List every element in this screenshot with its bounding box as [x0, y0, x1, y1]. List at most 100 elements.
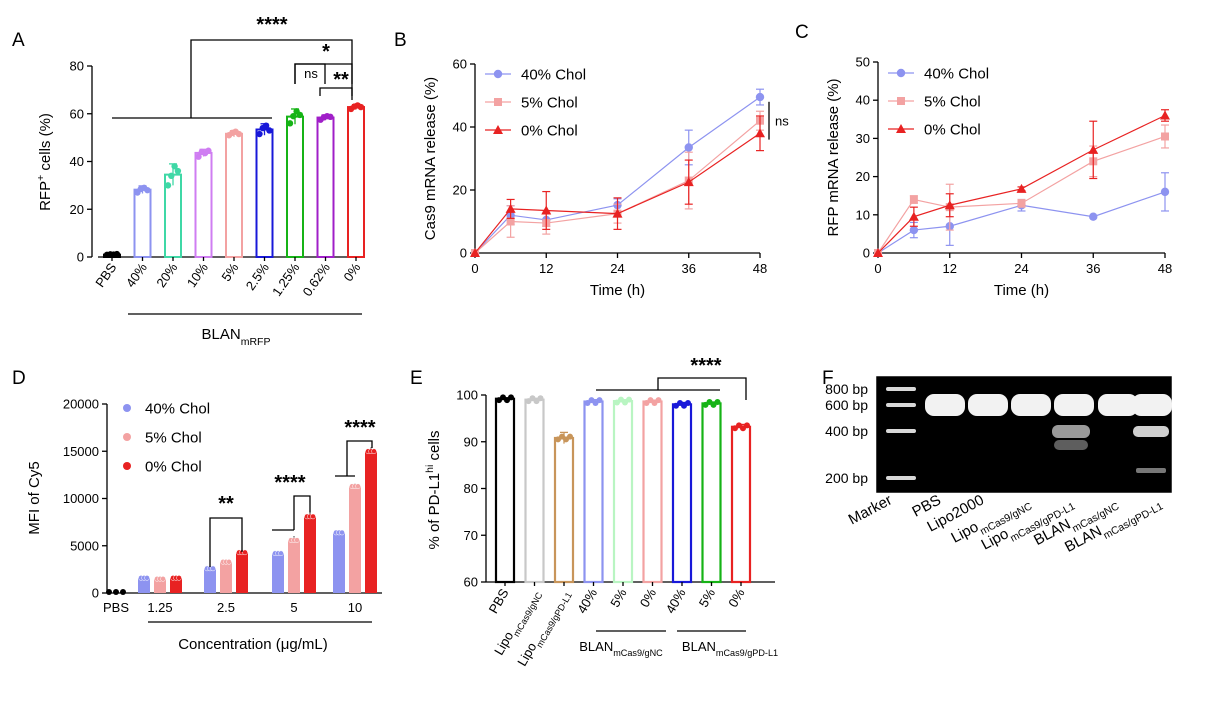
b-data-point — [755, 92, 765, 102]
c-y-tick-label: 10 — [856, 207, 870, 222]
a-bar — [225, 132, 243, 258]
f-ladder-band — [886, 476, 916, 480]
e-y-tick-label: 100 — [456, 388, 478, 403]
b-series-line — [474, 132, 761, 254]
d-bar — [304, 516, 316, 593]
e-sig-label: **** — [690, 355, 721, 377]
a-data-point — [262, 122, 270, 129]
f-cleavage-band — [1052, 425, 1090, 438]
a-x-tick-label: PBS — [92, 260, 119, 290]
e-bar — [642, 400, 663, 584]
b-y-tick-label: 20 — [453, 183, 467, 198]
c-y-tick-label: 0 — [863, 246, 870, 261]
f-ladder-label: 600 bp — [825, 397, 868, 413]
c-y-tick-label: 50 — [856, 55, 870, 70]
a-data-point — [168, 172, 175, 180]
a-data-point — [290, 112, 297, 120]
a-data-point — [296, 111, 304, 119]
d-bar — [333, 532, 345, 593]
d-x-tick-label: 2.5 — [217, 600, 235, 615]
e-data-point — [508, 394, 514, 401]
c-data-point — [1017, 199, 1026, 208]
d-data-point — [355, 483, 361, 489]
f-ladder-band — [886, 387, 916, 391]
a-x-tick-label: 40% — [123, 260, 150, 290]
c-data-point — [1160, 187, 1170, 197]
d-bracket-25 — [209, 517, 243, 567]
a-data-point — [266, 127, 273, 134]
b-legend-label: 5% Chol — [521, 95, 578, 112]
b-series-line — [474, 120, 761, 254]
c-x-axis-label: Time (h) — [994, 282, 1049, 299]
d-bracket-10 — [346, 440, 373, 476]
d-data-point — [278, 550, 284, 557]
a-x-tick-label: 10% — [184, 260, 211, 290]
a-sig-label: **** — [256, 14, 287, 36]
e-data-point — [744, 422, 750, 429]
d-x-tick-label: 10 — [348, 600, 362, 615]
f-cleavage-band — [1136, 468, 1166, 473]
a-data-point — [144, 186, 151, 194]
f-main-band — [1011, 394, 1051, 416]
f-ladder-label: 200 bp — [825, 470, 868, 486]
c-series-line — [877, 114, 1166, 254]
a-data-point — [286, 120, 294, 127]
e-bar — [583, 400, 604, 584]
d-pbs-point — [113, 589, 119, 596]
e-x-tick-label: 5% — [607, 586, 630, 610]
d-sig-label: **** — [274, 472, 305, 494]
c-data-point — [908, 211, 919, 221]
c-legend-marker — [896, 124, 906, 133]
e-bar — [701, 402, 722, 584]
e-data-point — [655, 397, 662, 404]
e-bar — [553, 436, 575, 584]
b-data-point — [612, 208, 623, 218]
a-x-tick-label: 5% — [218, 260, 241, 284]
d-pbs-point — [120, 589, 126, 596]
d-y-tick-label: 5000 — [70, 538, 99, 553]
e-data-point — [567, 433, 573, 440]
a-x-tick-label: 0% — [340, 260, 363, 284]
c-y-axis-label: RFP mRNA release (%) — [825, 78, 842, 236]
d-bar — [170, 577, 182, 593]
d-legend-label: 40% Chol — [145, 401, 210, 418]
b-data-point — [506, 217, 515, 226]
d-bar — [154, 578, 166, 593]
a-bar — [347, 106, 365, 258]
f-ladder-band — [886, 403, 916, 407]
a-bar — [286, 115, 304, 258]
e-group1-label: BLANmCas9/gNC — [579, 639, 663, 658]
d-bar — [288, 540, 300, 593]
d-data-point — [144, 575, 150, 581]
a-data-point — [235, 130, 243, 138]
d-bar — [138, 577, 150, 593]
d-x-axis-label: Concentration (μg/mL) — [178, 636, 328, 653]
a-x-tick-label: 2.5% — [243, 260, 273, 293]
c-y-tick-label: 40 — [856, 93, 870, 108]
a-sig-label: ns — [304, 66, 318, 81]
c-x-tick-label: 48 — [1158, 261, 1172, 276]
c-y-tick-label: 20 — [856, 169, 870, 184]
c-data-point — [873, 248, 883, 257]
f-main-band — [968, 394, 1008, 416]
d-bar — [349, 486, 361, 593]
a-y-tick-label: 80 — [70, 59, 84, 74]
e-bar — [494, 397, 516, 584]
d-y-tick-label: 0 — [92, 586, 99, 601]
b-legend-marker — [493, 125, 503, 134]
f-ladder-label: 800 bp — [825, 381, 868, 397]
panel-d-bar-chart: 0 5000 10000 15000 20000 MFI of Cy5 PBS 1.25 2.5… — [26, 397, 382, 653]
d-data-point — [160, 576, 166, 582]
d-data-point — [310, 513, 316, 520]
a-bracket-2 — [319, 87, 353, 96]
b-legend-marker — [494, 98, 502, 106]
e-bar — [671, 403, 693, 584]
d-y-axis-label: MFI of Cy5 — [26, 461, 43, 534]
svg-text:F: F — [822, 368, 834, 389]
b-annotation: ns — [775, 114, 789, 129]
d-data-point — [294, 537, 300, 543]
d-legend-marker — [123, 404, 131, 412]
